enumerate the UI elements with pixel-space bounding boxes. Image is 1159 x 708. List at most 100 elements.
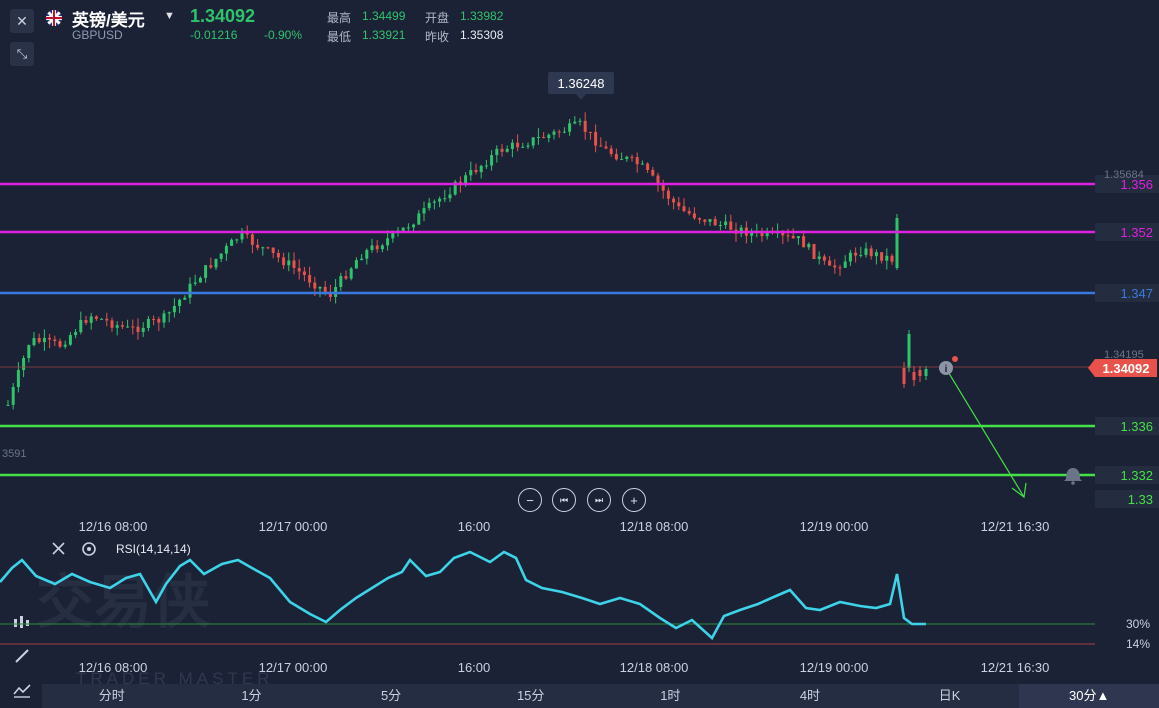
peak-callout: 1.36248 bbox=[548, 72, 614, 100]
candle-body bbox=[188, 283, 192, 298]
candle-body bbox=[250, 234, 254, 245]
candle-body bbox=[32, 338, 36, 346]
candle-body bbox=[859, 254, 863, 256]
candle-body bbox=[292, 260, 296, 268]
candle-body bbox=[266, 247, 270, 249]
indicator-icon[interactable] bbox=[10, 610, 34, 634]
bell-icon[interactable] bbox=[1064, 468, 1082, 485]
candle-body bbox=[646, 163, 650, 170]
candle-body bbox=[27, 345, 31, 359]
candle-body bbox=[141, 327, 145, 332]
timeframe-tab-4[interactable]: 1时 bbox=[660, 688, 681, 703]
rsi-x-axis-label: 12/18 08:00 bbox=[620, 660, 689, 675]
candle-body bbox=[422, 208, 426, 214]
candle-body bbox=[729, 221, 733, 230]
candle-body bbox=[828, 260, 832, 266]
candle-body bbox=[682, 206, 686, 212]
candle-body bbox=[620, 158, 624, 160]
x-axis-label: 12/18 08:00 bbox=[620, 519, 689, 534]
candle-body bbox=[552, 131, 556, 135]
candle-body bbox=[625, 156, 629, 159]
candle-body bbox=[328, 291, 332, 297]
candle-body bbox=[604, 146, 608, 149]
candle-body bbox=[240, 232, 244, 240]
timeframe-tab-2[interactable]: 5分 bbox=[380, 688, 402, 703]
candle-body bbox=[68, 335, 72, 345]
candle-body bbox=[48, 337, 52, 340]
candle-body bbox=[526, 145, 530, 147]
candle-body bbox=[698, 218, 702, 220]
collapse-icon[interactable]: ⤡ bbox=[10, 42, 34, 66]
candle-body bbox=[874, 252, 878, 257]
price-chart[interactable]: 1.356 1.352 1.347 1.336 1.332 1.33 1.36248 1.… bbox=[0, 0, 1159, 540]
x-axis-label: 16:00 bbox=[458, 519, 491, 534]
rsi-30-label: 30% bbox=[1126, 617, 1150, 631]
watermark-en: TRADER MASTER bbox=[76, 669, 273, 684]
candle-body bbox=[162, 313, 166, 323]
candle-body bbox=[323, 286, 327, 292]
price-change: -0.01216 bbox=[190, 28, 238, 42]
line-chart-icon[interactable] bbox=[10, 678, 34, 702]
close-icon[interactable] bbox=[52, 542, 65, 555]
candle-body bbox=[22, 358, 26, 371]
svg-text:i: i bbox=[945, 364, 948, 375]
candle-body bbox=[230, 239, 234, 246]
candle-body bbox=[79, 319, 83, 333]
candle-body bbox=[84, 319, 88, 323]
rsi-chart[interactable]: 交易侠 TRADER MASTER 30% 14% RSI(14,14,14) … bbox=[0, 538, 1159, 684]
next-icon[interactable]: ⏭ bbox=[587, 488, 611, 512]
candle-body bbox=[786, 235, 790, 237]
timeframe-tab-6[interactable]: 日K bbox=[938, 688, 961, 703]
rsi-label: RSI(14,14,14) bbox=[116, 542, 191, 556]
timeframe-tab-5[interactable]: 4时 bbox=[799, 688, 821, 703]
draw-icon[interactable] bbox=[10, 644, 34, 668]
candle-body bbox=[666, 190, 670, 199]
peak-price-label: 1.36248 bbox=[558, 76, 605, 91]
candle-body bbox=[42, 337, 46, 343]
prev-close-value: 1.35308 bbox=[460, 28, 504, 42]
open-value: 1.33982 bbox=[460, 9, 504, 23]
candle-body bbox=[375, 245, 379, 250]
timeframe-tab-1[interactable]: 1分 bbox=[241, 688, 262, 703]
timeframe-tab-7[interactable]: 30分▲ bbox=[1019, 684, 1159, 708]
candle-body bbox=[912, 372, 916, 380]
timeframe-tab-0[interactable]: 分时 bbox=[98, 688, 125, 703]
candle-body bbox=[510, 142, 514, 149]
candle-body bbox=[349, 268, 353, 279]
level-label-1.33: 1.33 bbox=[1128, 492, 1153, 507]
level-tag-1.33 bbox=[1095, 490, 1159, 508]
low-label: 最低 bbox=[327, 30, 352, 44]
candle-body bbox=[6, 404, 10, 406]
candle-body bbox=[750, 232, 754, 236]
zoom-out-icon[interactable]: − bbox=[518, 488, 542, 512]
candle-body bbox=[219, 253, 223, 259]
settings-icon[interactable] bbox=[82, 542, 96, 556]
zoom-in-icon[interactable]: + bbox=[622, 488, 646, 512]
candle-body bbox=[895, 218, 899, 268]
candle-body bbox=[412, 224, 416, 228]
candle-body bbox=[318, 286, 322, 289]
candle-body bbox=[692, 213, 696, 219]
timeframe-tab-3[interactable]: 15分 bbox=[516, 688, 545, 703]
candle-body bbox=[781, 232, 785, 236]
info-icon[interactable]: i bbox=[939, 356, 958, 375]
candle-body bbox=[443, 198, 447, 200]
level-tag-1.332 bbox=[1095, 466, 1159, 484]
candle-body bbox=[687, 211, 691, 214]
candle-body bbox=[542, 136, 546, 138]
candle-body bbox=[536, 136, 540, 138]
candle-body bbox=[890, 255, 894, 262]
rsi-x-axis-label: 16:00 bbox=[458, 660, 491, 675]
close-icon[interactable]: ✕ bbox=[10, 9, 34, 33]
candle-body bbox=[224, 245, 228, 254]
candle-body bbox=[843, 261, 847, 268]
candle-body bbox=[271, 247, 275, 253]
prev-icon[interactable]: ⏮ bbox=[552, 488, 576, 512]
candle-body bbox=[287, 260, 291, 266]
candle-body bbox=[89, 316, 93, 323]
candle-body bbox=[401, 227, 405, 231]
pair-name[interactable]: 英镑/美元 bbox=[72, 11, 145, 30]
candle-body bbox=[126, 326, 130, 328]
chevron-down-icon[interactable]: ▼ bbox=[164, 10, 175, 22]
candle-body bbox=[490, 155, 494, 166]
